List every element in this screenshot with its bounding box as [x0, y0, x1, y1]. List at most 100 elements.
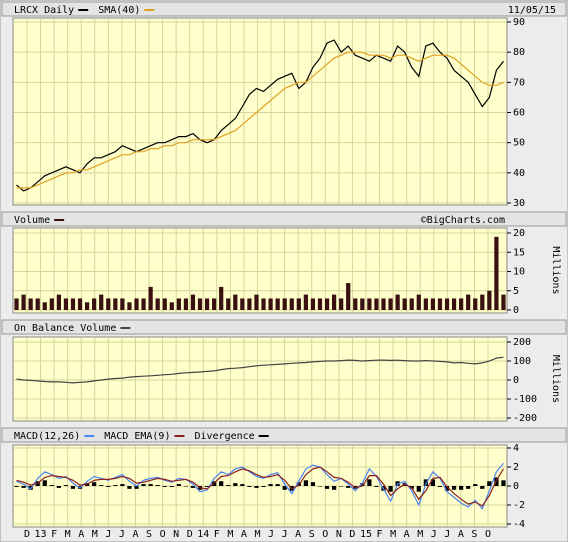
bar — [367, 479, 372, 486]
x-tick-label: M — [254, 529, 260, 540]
bar — [183, 298, 189, 310]
legend-label: MACD(12,26) — [14, 431, 80, 442]
bar — [275, 298, 280, 310]
x-tick-label: O — [160, 529, 166, 540]
x-tick-label: N — [173, 529, 179, 540]
bar — [346, 486, 351, 488]
bar — [63, 485, 69, 486]
bar — [99, 485, 104, 486]
bar — [444, 298, 450, 310]
bar — [451, 298, 457, 310]
x-tick-label: D — [349, 529, 355, 540]
y-tick-label: 20 — [513, 228, 525, 239]
bar — [296, 298, 301, 310]
bar — [339, 486, 344, 487]
bar — [494, 477, 499, 486]
bar — [63, 298, 69, 310]
x-tick-label: M — [65, 529, 71, 540]
x-tick-label: J — [119, 529, 125, 540]
series-line — [16, 51, 504, 189]
bar — [212, 298, 217, 310]
bar — [190, 486, 196, 488]
bar — [402, 298, 407, 310]
bar — [21, 294, 26, 310]
x-tick-label: A — [295, 529, 301, 540]
plot-area — [12, 17, 508, 206]
bar — [451, 486, 457, 490]
bar — [141, 484, 146, 486]
y-tick-label: 0 — [513, 481, 519, 492]
bar — [233, 294, 238, 310]
bar — [169, 486, 174, 487]
y-tick-label: 2 — [513, 462, 519, 473]
bar — [84, 302, 90, 310]
bar — [70, 486, 76, 489]
y-tick-label: 100 — [513, 356, 531, 367]
x-tick-label: N — [336, 529, 342, 540]
bar — [395, 294, 400, 310]
y-tick-label: 80 — [513, 47, 525, 58]
y-tick-label: 0 — [513, 305, 519, 316]
bar — [430, 298, 436, 310]
x-tick-label: A — [241, 529, 247, 540]
bar — [134, 486, 139, 489]
bar — [409, 298, 414, 310]
bar — [49, 485, 54, 486]
panel-header — [1, 427, 567, 443]
bar — [473, 484, 478, 486]
bar — [204, 486, 210, 487]
bar — [155, 485, 160, 486]
bar — [480, 294, 485, 310]
bar — [106, 486, 111, 487]
bar — [353, 298, 358, 310]
bar — [423, 479, 428, 486]
bar — [219, 286, 224, 310]
bar — [374, 486, 379, 487]
bar — [169, 302, 174, 310]
y-axis-label: Millions — [550, 355, 561, 403]
x-tick-label: 14 — [197, 529, 209, 540]
y-tick-label: 50 — [513, 138, 525, 149]
x-tick-label: F — [377, 529, 383, 540]
bar — [430, 479, 436, 486]
x-tick-label: 13 — [35, 529, 47, 540]
bar — [240, 298, 245, 310]
bar — [317, 298, 323, 310]
legend-label: Divergence — [194, 431, 254, 442]
panel-header — [1, 1, 567, 17]
y-tick-label: 0 — [513, 375, 519, 386]
bar — [42, 480, 47, 486]
bar — [261, 486, 266, 487]
bar — [254, 486, 259, 488]
bar — [190, 294, 196, 310]
y-tick-label: 60 — [513, 108, 525, 119]
bar — [21, 486, 26, 488]
bar — [70, 298, 76, 310]
x-tick-label: F — [214, 529, 220, 540]
bar — [459, 298, 464, 310]
x-tick-label: J — [282, 529, 288, 540]
bar — [127, 486, 132, 489]
y-tick-label: 5 — [513, 286, 519, 297]
bar — [162, 486, 167, 487]
bar — [480, 486, 485, 489]
x-tick-label: A — [458, 529, 464, 540]
bar — [141, 298, 146, 310]
x-tick-label: 15 — [360, 529, 372, 540]
y-axis-label: Millions — [550, 246, 561, 294]
bar — [240, 484, 245, 486]
bar — [247, 486, 252, 487]
x-tick-label: S — [471, 529, 477, 540]
bar — [120, 298, 125, 310]
bar — [346, 283, 351, 310]
bar — [324, 298, 330, 310]
bar — [360, 483, 365, 486]
y-tick-label: -200 — [513, 413, 537, 424]
bar — [423, 298, 428, 310]
y-tick-label: -2 — [513, 500, 525, 511]
x-tick-label: A — [404, 529, 410, 540]
x-tick-label: J — [431, 529, 437, 540]
bar — [381, 298, 386, 310]
bar — [113, 485, 118, 486]
bar — [106, 298, 111, 310]
